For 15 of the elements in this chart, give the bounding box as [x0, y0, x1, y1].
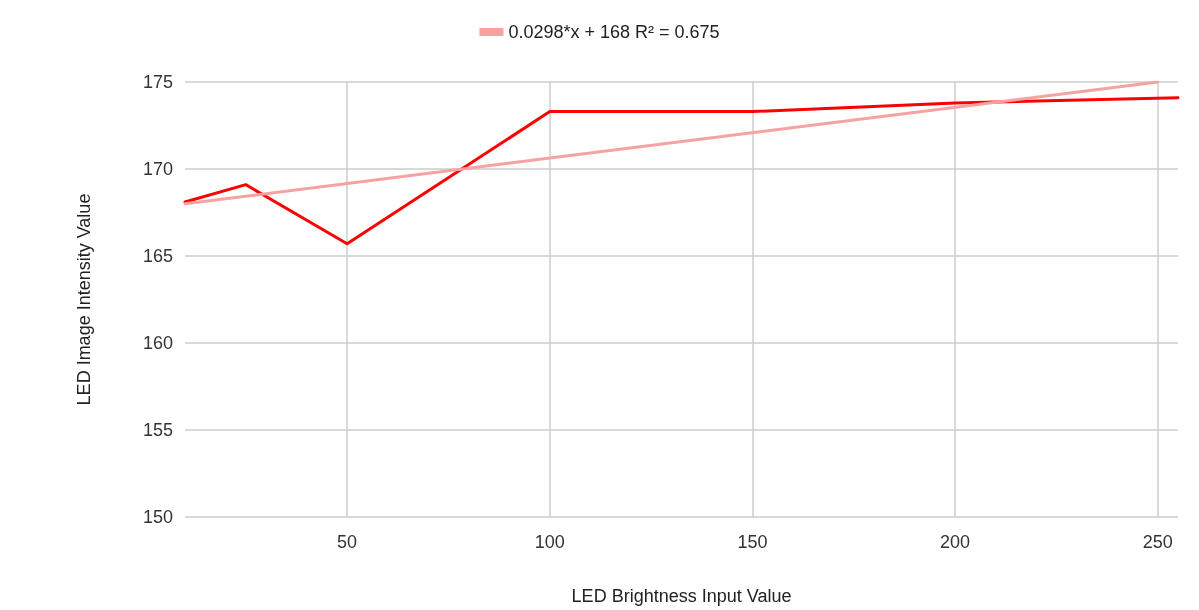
line-series — [183, 96, 1180, 246]
y-tick-label: 150 — [142, 507, 173, 527]
x-tick-label: 250 — [1142, 532, 1173, 552]
x-tick-label: 200 — [940, 532, 971, 552]
y-tick-label: 160 — [142, 333, 173, 353]
y-axis-title: LED Image Intensity Value — [74, 193, 94, 406]
legend-label: 0.0298*x + 168 R² = 0.675 — [508, 22, 720, 42]
x-tick-label: 100 — [534, 532, 565, 552]
y-tick-label: 170 — [142, 159, 173, 179]
y-tick-label: 165 — [142, 246, 173, 266]
y-tick-label: 175 — [142, 72, 173, 92]
x-axis-title: LED Brightness Input Value — [571, 586, 792, 606]
y-tick-label: 155 — [142, 420, 173, 440]
x-tick-label: 150 — [737, 532, 768, 552]
x-tick-label: 50 — [337, 532, 358, 552]
